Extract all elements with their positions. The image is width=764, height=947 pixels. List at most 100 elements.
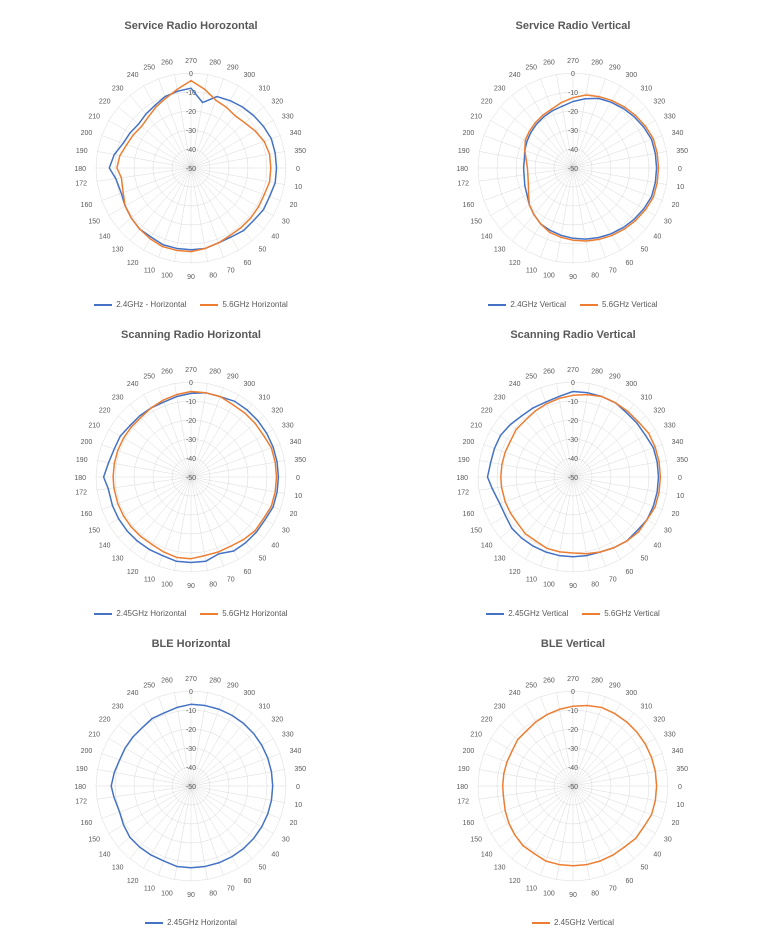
legend-label: 2.45GHz Horizontal [116, 609, 186, 618]
chart-scanning-vertical: Scanning Radio Vertical0-10-20-30-40-500… [402, 329, 744, 618]
svg-text:260: 260 [543, 60, 555, 67]
svg-text:300: 300 [244, 690, 256, 697]
svg-text:260: 260 [161, 60, 173, 67]
svg-text:100: 100 [543, 581, 555, 588]
legend-swatch [582, 613, 600, 615]
svg-text:-20: -20 [186, 418, 196, 425]
svg-text:350: 350 [294, 148, 306, 155]
svg-text:50: 50 [640, 555, 648, 562]
svg-text:220: 220 [481, 408, 493, 415]
svg-text:280: 280 [591, 678, 603, 685]
legend-label: 2.4GHz Vertical [510, 300, 566, 309]
svg-text:300: 300 [626, 72, 638, 79]
svg-text:20: 20 [672, 202, 680, 209]
svg-text:-30: -30 [568, 437, 578, 444]
svg-text:240: 240 [127, 381, 139, 388]
svg-text:60: 60 [244, 260, 252, 267]
svg-text:100: 100 [161, 272, 173, 279]
legend-item: 5.6GHz Vertical [580, 300, 658, 309]
svg-text:0: 0 [571, 380, 575, 387]
legend-item: 5.6GHz Horizontal [200, 609, 287, 618]
svg-text:-50: -50 [568, 475, 578, 482]
svg-text:120: 120 [127, 878, 139, 885]
svg-text:-40: -40 [186, 456, 196, 463]
legend-item: 5.6GHz Horizontal [200, 300, 287, 309]
legend-item: 2.4GHz - Horizontal [94, 300, 186, 309]
svg-text:320: 320 [653, 408, 665, 415]
svg-text:172: 172 [457, 799, 469, 806]
svg-text:270: 270 [567, 676, 579, 683]
svg-text:200: 200 [463, 130, 475, 137]
svg-text:290: 290 [609, 373, 621, 380]
svg-text:130: 130 [112, 555, 124, 562]
svg-text:-30: -30 [186, 746, 196, 753]
svg-text:290: 290 [609, 682, 621, 689]
svg-text:220: 220 [99, 99, 111, 106]
svg-text:140: 140 [481, 233, 493, 240]
svg-text:150: 150 [88, 219, 100, 226]
svg-text:280: 280 [591, 60, 603, 67]
legend-swatch [486, 613, 504, 615]
svg-text:-50: -50 [568, 784, 578, 791]
svg-text:320: 320 [271, 717, 283, 724]
svg-text:110: 110 [526, 577, 537, 584]
svg-text:200: 200 [463, 439, 475, 446]
chart-ble-vertical: BLE Vertical0-10-20-30-40-50010203040506… [402, 638, 744, 927]
svg-text:50: 50 [258, 555, 266, 562]
svg-text:350: 350 [676, 148, 688, 155]
svg-text:30: 30 [664, 528, 672, 535]
svg-text:150: 150 [470, 528, 482, 535]
svg-text:90: 90 [187, 274, 195, 281]
svg-text:120: 120 [509, 260, 521, 267]
svg-text:160: 160 [81, 202, 93, 209]
svg-text:130: 130 [494, 246, 506, 253]
svg-text:310: 310 [640, 395, 652, 402]
svg-text:350: 350 [294, 766, 306, 773]
svg-text:320: 320 [271, 408, 283, 415]
legend-swatch [145, 922, 163, 924]
svg-text:160: 160 [463, 202, 475, 209]
svg-text:160: 160 [463, 820, 475, 827]
svg-text:260: 260 [161, 678, 173, 685]
svg-text:110: 110 [526, 886, 537, 893]
svg-text:90: 90 [569, 583, 577, 590]
svg-text:80: 80 [591, 581, 599, 588]
chart-legend: 2.45GHz Horizontal [145, 918, 237, 927]
svg-text:0: 0 [571, 689, 575, 696]
svg-text:-30: -30 [568, 128, 578, 135]
svg-text:40: 40 [271, 542, 279, 549]
svg-text:200: 200 [463, 748, 475, 755]
svg-text:230: 230 [112, 704, 124, 711]
svg-text:140: 140 [481, 851, 493, 858]
svg-text:60: 60 [244, 878, 252, 885]
legend-swatch [94, 304, 112, 306]
svg-text:290: 290 [227, 373, 239, 380]
svg-text:120: 120 [127, 260, 139, 267]
svg-text:40: 40 [271, 851, 279, 858]
svg-text:340: 340 [290, 748, 302, 755]
svg-text:300: 300 [244, 381, 256, 388]
svg-text:280: 280 [591, 369, 603, 376]
svg-text:172: 172 [457, 490, 469, 497]
svg-text:120: 120 [509, 569, 521, 576]
svg-text:70: 70 [609, 268, 617, 275]
svg-text:120: 120 [127, 569, 139, 576]
svg-text:80: 80 [591, 890, 599, 897]
svg-text:290: 290 [609, 64, 621, 71]
svg-text:100: 100 [543, 272, 555, 279]
svg-text:330: 330 [664, 114, 676, 121]
svg-text:0: 0 [571, 71, 575, 78]
svg-text:90: 90 [569, 274, 577, 281]
svg-text:10: 10 [676, 493, 684, 500]
svg-text:140: 140 [99, 233, 111, 240]
svg-text:330: 330 [664, 423, 676, 430]
svg-text:160: 160 [81, 820, 93, 827]
svg-text:-20: -20 [568, 418, 578, 425]
svg-text:240: 240 [127, 690, 139, 697]
svg-text:110: 110 [144, 268, 155, 275]
svg-text:-40: -40 [568, 765, 578, 772]
legend-swatch [488, 304, 506, 306]
svg-text:150: 150 [470, 837, 482, 844]
svg-text:60: 60 [626, 878, 634, 885]
legend-label: 5.6GHz Horizontal [222, 609, 287, 618]
